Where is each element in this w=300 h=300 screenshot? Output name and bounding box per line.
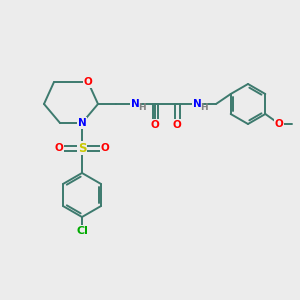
Text: N: N — [130, 99, 140, 109]
Text: O: O — [275, 119, 284, 129]
Text: O: O — [100, 143, 109, 153]
Text: N: N — [78, 118, 86, 128]
Text: H: H — [200, 103, 208, 112]
Text: O: O — [84, 77, 92, 87]
Text: O: O — [55, 143, 63, 153]
Text: N: N — [193, 99, 201, 109]
Text: H: H — [138, 103, 146, 112]
Text: S: S — [78, 142, 86, 154]
Text: Cl: Cl — [76, 226, 88, 236]
Text: O: O — [151, 120, 159, 130]
Text: O: O — [172, 120, 182, 130]
